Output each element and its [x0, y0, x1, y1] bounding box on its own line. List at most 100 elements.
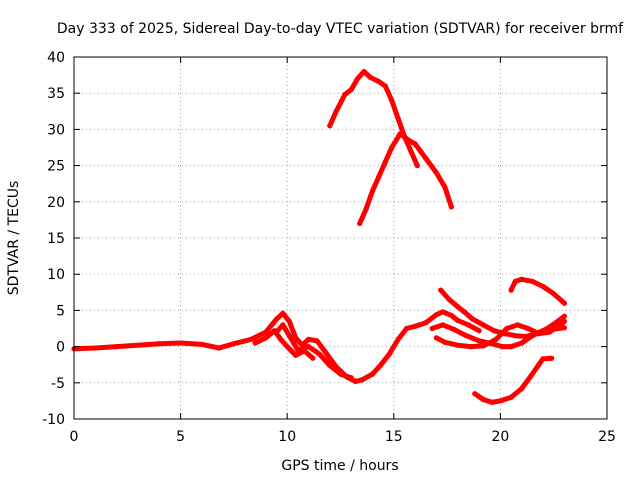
data-point	[305, 344, 312, 350]
data-point	[323, 349, 329, 355]
series-seg-e	[508, 276, 567, 306]
data-point	[433, 335, 439, 341]
data-point	[489, 399, 495, 405]
data-point	[448, 204, 454, 210]
data-point	[178, 340, 184, 346]
data-point	[519, 340, 525, 346]
data-point	[549, 355, 555, 361]
data-point	[491, 328, 497, 334]
data-point	[536, 362, 542, 368]
y-tick-label: 15	[47, 231, 65, 247]
x-axis-label: GPS time / hours	[281, 458, 398, 474]
data-point	[280, 310, 286, 316]
data-point	[348, 87, 354, 93]
data-point	[412, 141, 418, 147]
data-point	[376, 173, 382, 180]
data-point	[476, 328, 482, 334]
data-point	[540, 356, 546, 362]
y-axis-label: SDTVAR / TECUs	[6, 181, 22, 296]
data-point	[461, 309, 467, 315]
x-tick-label: 15	[385, 429, 403, 445]
y-tick-label: 35	[47, 86, 65, 102]
data-point	[305, 336, 312, 342]
data-point	[446, 296, 452, 303]
data-point	[263, 335, 269, 341]
data-point	[433, 170, 439, 176]
data-point	[278, 336, 284, 342]
data-point	[395, 336, 401, 342]
data-point	[316, 351, 322, 357]
data-point	[465, 322, 471, 328]
data-series	[71, 68, 568, 405]
data-point	[389, 144, 395, 151]
data-point	[252, 340, 258, 346]
chart-title: Day 333 of 2025, Sidereal Day-to-day VTE…	[57, 21, 624, 37]
data-point	[440, 322, 446, 328]
data-point	[455, 342, 461, 348]
data-point	[476, 338, 482, 344]
data-point	[216, 345, 222, 351]
data-point	[395, 115, 401, 122]
data-point	[397, 131, 403, 137]
data-point	[429, 325, 435, 332]
data-point	[114, 344, 120, 350]
data-point	[504, 325, 510, 332]
data-point	[333, 108, 339, 114]
data-point	[310, 355, 316, 361]
data-point	[508, 287, 514, 293]
data-point	[382, 159, 388, 165]
data-point	[293, 335, 299, 341]
data-point	[367, 74, 373, 80]
data-point	[553, 320, 559, 326]
data-point	[508, 394, 514, 400]
y-tick-label: -10	[42, 412, 65, 428]
data-point	[301, 348, 307, 354]
data-point	[263, 329, 269, 335]
data-point	[327, 362, 333, 368]
data-point	[472, 391, 478, 397]
y-tick-label: 0	[56, 340, 65, 356]
data-point	[442, 184, 448, 190]
data-point	[342, 92, 348, 98]
data-point	[499, 344, 506, 350]
data-point	[337, 371, 344, 377]
data-point	[508, 344, 514, 350]
data-point	[369, 188, 376, 194]
data-point	[293, 352, 299, 358]
data-point	[468, 344, 474, 350]
data-point	[423, 320, 429, 326]
data-point	[359, 377, 365, 383]
data-point	[406, 137, 412, 143]
data-point	[348, 375, 354, 381]
data-point	[135, 342, 141, 348]
data-point	[480, 343, 486, 349]
data-point	[355, 76, 361, 82]
data-point	[352, 378, 358, 384]
data-point	[455, 317, 461, 324]
data-point	[493, 336, 499, 342]
series-arc-lower	[357, 131, 454, 226]
data-point	[519, 276, 525, 282]
data-point	[156, 341, 162, 347]
series-seg-d	[472, 355, 555, 405]
data-point	[414, 163, 420, 169]
y-tick-label: -5	[51, 376, 65, 392]
data-point	[404, 325, 410, 332]
data-point	[369, 371, 376, 377]
data-point	[512, 333, 518, 339]
data-point	[389, 97, 395, 103]
data-point	[412, 323, 418, 329]
data-point	[519, 386, 525, 392]
data-point	[512, 278, 518, 284]
data-point	[327, 123, 333, 129]
y-tick-label: 25	[47, 159, 65, 175]
grid	[74, 57, 607, 419]
data-point	[438, 287, 444, 293]
x-tick-label: 0	[70, 429, 79, 445]
data-point	[280, 322, 286, 328]
data-point	[497, 398, 503, 404]
data-point	[463, 333, 469, 339]
data-point	[199, 341, 205, 347]
data-point	[440, 309, 446, 315]
